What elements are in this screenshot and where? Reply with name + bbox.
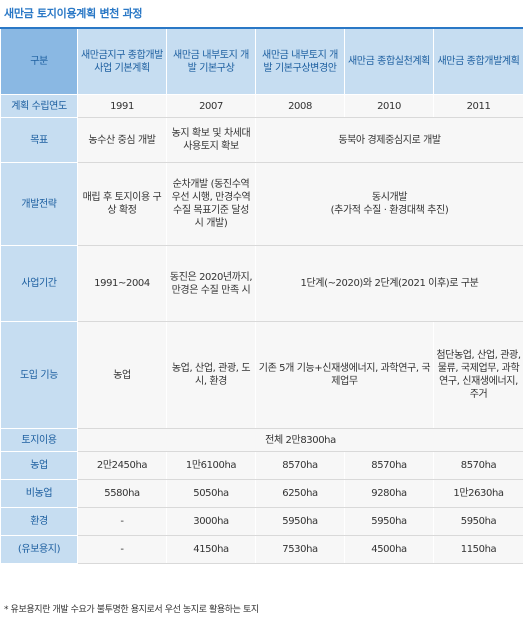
row-period: 사업기간 1991~2004 동진은 2020년까지, 만경은 수질 만족 시 … (0, 245, 523, 322)
period-cell-1991: 1991~2004 (77, 245, 167, 322)
reserve-cell: - (77, 535, 167, 564)
agri-cell: 8570ha (255, 451, 345, 480)
header-plan-1991: 새만금지구 종합개발사업 기본계획 (77, 27, 167, 95)
strategy-cell-2008-2011: 동시개발 (추가적 수질 · 환경대책 추진) (255, 162, 523, 246)
row-label-period: 사업기간 (0, 245, 78, 322)
year-cell: 2010 (344, 94, 434, 118)
row-label-non-agriculture: 비농업 (0, 479, 78, 508)
row-goal: 목표 농수산 중심 개발 농지 확보 및 차세대 사용토지 확보 동북아 경제중… (0, 117, 523, 163)
agri-cell: 8570ha (344, 451, 434, 480)
year-cell: 1991 (77, 94, 167, 118)
row-year: 계획 수립연도 1991 2007 2008 2010 2011 (0, 94, 523, 118)
year-cell: 2008 (255, 94, 345, 118)
header-row: 구분 새만금지구 종합개발사업 기본계획 새만금 내부토지 개발 기본구상 새만… (0, 27, 523, 95)
nonagri-cell: 9280ha (344, 479, 434, 508)
row-land-use: 토지이용 전체 2만8300ha (0, 428, 523, 452)
land-use-plan-table: 구분 새만금지구 종합개발사업 기본계획 새만금 내부토지 개발 기본구상 새만… (0, 27, 523, 564)
row-label-goal: 목표 (0, 117, 78, 163)
reserve-cell: 4150ha (166, 535, 256, 564)
row-label-strategy: 개발전략 (0, 162, 78, 246)
function-cell-1991: 농업 (77, 321, 167, 429)
row-non-agriculture: 비농업 5580ha 5050ha 6250ha 9280ha 1만2630ha (0, 479, 523, 508)
strategy-cell-2007: 순차개발 (동진수역 우선 시행, 만경수역 수질 목표기준 달성 시 개발) (166, 162, 256, 246)
function-cell-2007: 농업, 산업, 관광, 도시, 환경 (166, 321, 256, 429)
reserve-cell: 7530ha (255, 535, 345, 564)
header-plan-2007: 새만금 내부토지 개발 기본구상 (166, 27, 256, 95)
agri-cell: 2만2450ha (77, 451, 167, 480)
row-strategy: 개발전략 매립 후 토지이용 구상 확정 순차개발 (동진수역 우선 시행, 만… (0, 162, 523, 246)
footnote: * 유보용지란 개발 수요가 불투명한 용지로서 우선 농지로 활용하는 토지 (4, 605, 259, 615)
strategy-measures: (추가적 수질 · 환경대책 추진) (330, 205, 449, 216)
row-label-function: 도입 기능 (0, 321, 78, 429)
header-corner: 구분 (0, 27, 78, 95)
env-cell: 5950ha (433, 507, 523, 536)
env-cell: 5950ha (255, 507, 345, 536)
header-plan-2011: 새만금 종합개발계획 (433, 27, 523, 95)
strategy-simultaneous: 동시개발 (371, 192, 408, 203)
env-cell: 3000ha (166, 507, 256, 536)
row-reserve-land: (유보용지) - 4150ha 7530ha 4500ha 1150ha (0, 535, 523, 564)
header-plan-2008: 새만금 내부토지 개발 기본구상변경안 (255, 27, 345, 95)
nonagri-cell: 5580ha (77, 479, 167, 508)
period-cell-2008-2011: 1단계(~2020)와 2단계(2021 이후)로 구분 (255, 245, 523, 322)
nonagri-cell: 1만2630ha (433, 479, 523, 508)
strategy-cell-1991: 매립 후 토지이용 구상 확정 (77, 162, 167, 246)
row-label-agriculture: 농업 (0, 451, 78, 480)
page-title: 새만금 토지이용계획 변천 과정 (4, 7, 143, 20)
row-function: 도입 기능 농업 농업, 산업, 관광, 도시, 환경 기존 5개 기능+신재생… (0, 321, 523, 429)
year-cell: 2007 (166, 94, 256, 118)
land-use-total: 전체 2만8300ha (77, 428, 523, 452)
goal-cell-2007: 농지 확보 및 차세대 사용토지 확보 (166, 117, 256, 163)
function-cell-2011: 첨단농업, 산업, 관광, 물류, 국제업무, 과학연구, 신재생에너지, 주거 (433, 321, 523, 429)
row-environment: 환경 - 3000ha 5950ha 5950ha 5950ha (0, 507, 523, 536)
goal-cell-2008-2011: 동북아 경제중심지로 개발 (255, 117, 523, 163)
period-cell-2007: 동진은 2020년까지, 만경은 수질 만족 시 (166, 245, 256, 322)
row-label-year: 계획 수립연도 (0, 94, 78, 118)
env-cell: 5950ha (344, 507, 434, 536)
reserve-cell: 4500ha (344, 535, 434, 564)
row-label-environment: 환경 (0, 507, 78, 536)
nonagri-cell: 5050ha (166, 479, 256, 508)
row-label-land-use: 토지이용 (0, 428, 78, 452)
year-cell: 2011 (433, 94, 523, 118)
row-agriculture: 농업 2만2450ha 1만6100ha 8570ha 8570ha 8570h… (0, 451, 523, 480)
agri-cell: 8570ha (433, 451, 523, 480)
header-plan-2010: 새만금 종합실천계획 (344, 27, 434, 95)
row-label-reserve-land: (유보용지) (0, 535, 78, 564)
nonagri-cell: 6250ha (255, 479, 345, 508)
env-cell: - (77, 507, 167, 536)
function-cell-2008-2010: 기존 5개 기능+신재생에너지, 과학연구, 국제업무 (255, 321, 434, 429)
reserve-cell: 1150ha (433, 535, 523, 564)
agri-cell: 1만6100ha (166, 451, 256, 480)
goal-cell-1991: 농수산 중심 개발 (77, 117, 167, 163)
